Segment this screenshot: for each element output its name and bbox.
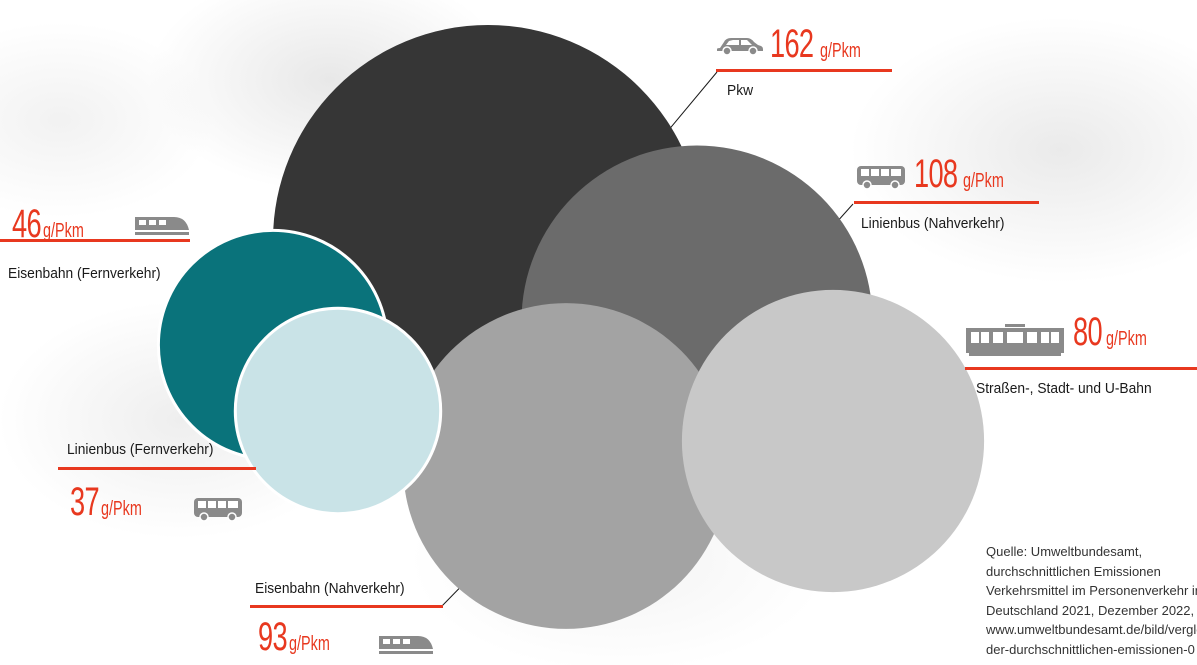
callout-bahn-fern: 46 g/Pkm — [12, 202, 99, 247]
label-box-strassenbahn: Straßen-, Stadt- und U-Bahn — [976, 380, 1167, 398]
value-unit: g/Pkm — [962, 170, 1004, 192]
label-box-pkw: Pkw — [727, 82, 755, 100]
train-icon — [134, 214, 190, 241]
underline-pkw — [716, 69, 892, 72]
leader-line-pkw — [661, 71, 718, 139]
train-icon — [378, 633, 434, 660]
value-pkw: 162 g/Pkm — [716, 22, 876, 67]
label-pkw: Pkw — [727, 82, 754, 99]
source-text: Quelle: Umweltbundesamt, durchschnittlic… — [986, 542, 1197, 659]
underline-linienbus-nah — [854, 201, 1039, 204]
value-number: 80 — [1073, 310, 1103, 354]
label-box-linienbus-fern: Linienbus (Fernverkehr) — [67, 441, 226, 459]
value-linienbus-nah: 108 g/Pkm — [914, 152, 1019, 197]
bubble-strassenbahn — [681, 289, 985, 593]
value-bahn-nah: 93 g/Pkm — [258, 615, 345, 660]
label-linienbus-nah: Linienbus (Nahverkehr) — [861, 215, 1005, 232]
value-unit: g/Pkm — [1105, 328, 1147, 350]
underline-bahn-nah — [250, 605, 443, 608]
callout-linienbus-nah: 108 g/Pkm — [914, 152, 1019, 197]
label-bahn-nah: Eisenbahn (Nahverkehr) — [255, 580, 405, 597]
value-bahn-fern: 46 g/Pkm — [12, 202, 99, 247]
underline-strassenbahn — [965, 367, 1197, 370]
value-strassenbahn: 80 g/Pkm — [1073, 310, 1162, 355]
value-number: 93 — [258, 615, 288, 659]
callout-bahn-nah: 93 g/Pkm — [258, 615, 345, 660]
bus-icon — [193, 497, 243, 528]
value-linienbus-fern: 37 g/Pkm — [70, 480, 157, 525]
source-line: Quelle: Umweltbundesamt, — [986, 544, 1143, 559]
value-number: 108 — [914, 152, 958, 196]
source-line: Verkehrsmittel im Personenverkehr in — [986, 583, 1197, 598]
callout-strassenbahn: 80 g/Pkm — [1073, 310, 1162, 355]
bus-icon — [856, 165, 906, 196]
car-icon — [716, 34, 764, 61]
value-unit: g/Pkm — [819, 40, 861, 62]
bubble-bahn-nah — [403, 303, 729, 629]
label-linienbus-fern: Linienbus (Fernverkehr) — [67, 441, 214, 458]
source-line: durchschnittlichen Emissionen — [986, 563, 1161, 579]
label-strassenbahn: Straßen-, Stadt- und U-Bahn — [976, 380, 1152, 397]
label-box-bahn-nah: Eisenbahn (Nahverkehr) — [255, 580, 418, 598]
underline-linienbus-fern — [58, 467, 256, 470]
value-unit: g/Pkm — [288, 633, 330, 655]
label-bahn-fern: Eisenbahn (Fernverkehr) — [8, 265, 161, 282]
value-number: 37 — [70, 480, 100, 524]
tram-icon — [965, 323, 1065, 362]
underline-bahn-fern — [0, 239, 190, 242]
label-box-linienbus-nah: Linienbus (Nahverkehr) — [861, 215, 1017, 233]
source-line: www.umweltbundesamt.de/bild/vergleich- — [986, 622, 1197, 637]
value-unit: g/Pkm — [100, 498, 142, 520]
callout-linienbus-fern: 37 g/Pkm — [70, 480, 157, 525]
value-unit: g/Pkm — [42, 220, 84, 242]
value-number: 46 — [12, 202, 42, 246]
source-line: Deutschland 2021, Dezember 2022, — [986, 602, 1195, 618]
label-box-bahn-fern: Eisenbahn (Fernverkehr) — [8, 265, 174, 283]
source-line: der-durchschnittlichen-emissionen-0 — [986, 641, 1195, 657]
bubble-linienbus-fern — [233, 306, 443, 516]
callout-pkw: 162 g/Pkm — [716, 22, 876, 67]
value-number: 162 — [770, 22, 814, 66]
